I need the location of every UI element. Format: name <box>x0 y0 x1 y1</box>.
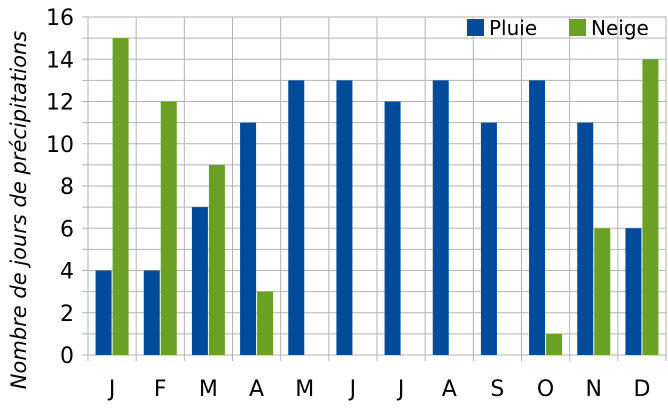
x-tick-label: J <box>107 377 116 402</box>
bar-pluie-5 <box>336 80 353 355</box>
bars <box>95 38 659 355</box>
x-tick-label: J <box>348 377 357 402</box>
x-tick-label: M <box>199 377 218 402</box>
y-tick-labels: 0 2 4 6 8 10 12 14 16 <box>46 6 74 369</box>
bar-pluie-8 <box>480 122 497 355</box>
bar-neige-10 <box>594 228 611 355</box>
bar-pluie-6 <box>384 101 401 355</box>
bar-neige-1 <box>160 101 177 355</box>
x-tick-label: A <box>249 377 264 402</box>
y-tick-label: 16 <box>46 6 74 31</box>
y-tick-label: 8 <box>60 175 74 200</box>
y-tick-label: 10 <box>46 133 74 158</box>
x-tick-label: J <box>396 377 405 402</box>
legend: Pluie Neige <box>467 16 649 40</box>
legend-label-pluie: Pluie <box>489 16 537 40</box>
bar-pluie-0 <box>95 270 112 355</box>
bar-neige-2 <box>208 164 225 355</box>
y-tick-label: 12 <box>46 91 74 116</box>
y-tick-label: 2 <box>60 302 74 327</box>
y-tick-label: 4 <box>60 260 74 285</box>
bar-pluie-11 <box>625 228 642 355</box>
bar-pluie-10 <box>577 122 594 355</box>
bar-neige-0 <box>112 38 129 355</box>
legend-swatch-neige <box>569 19 586 36</box>
bar-pluie-9 <box>529 80 546 355</box>
x-tick-label: D <box>633 377 650 402</box>
bar-neige-3 <box>257 291 274 355</box>
x-tick-label: M <box>295 377 314 402</box>
y-tick-label: 0 <box>60 344 74 369</box>
x-tick-label: N <box>586 377 602 402</box>
legend-swatch-pluie <box>467 19 484 36</box>
bar-pluie-3 <box>240 122 257 355</box>
x-tick-label: O <box>537 377 554 402</box>
grid-lines <box>82 16 667 361</box>
bar-neige-9 <box>546 333 563 355</box>
bar-pluie-4 <box>288 80 305 355</box>
bar-pluie-1 <box>143 270 160 355</box>
legend-label-neige: Neige <box>591 16 649 40</box>
x-tick-label: S <box>490 377 504 402</box>
bar-pluie-2 <box>191 207 208 355</box>
bar-neige-11 <box>642 59 659 355</box>
bar-pluie-7 <box>432 80 449 355</box>
y-tick-label: 6 <box>60 217 74 242</box>
x-tick-label: F <box>154 377 167 402</box>
y-axis-label: Nombre de jours de précipitations <box>7 31 31 389</box>
x-tick-label: A <box>442 377 457 402</box>
y-tick-label: 14 <box>46 48 74 73</box>
